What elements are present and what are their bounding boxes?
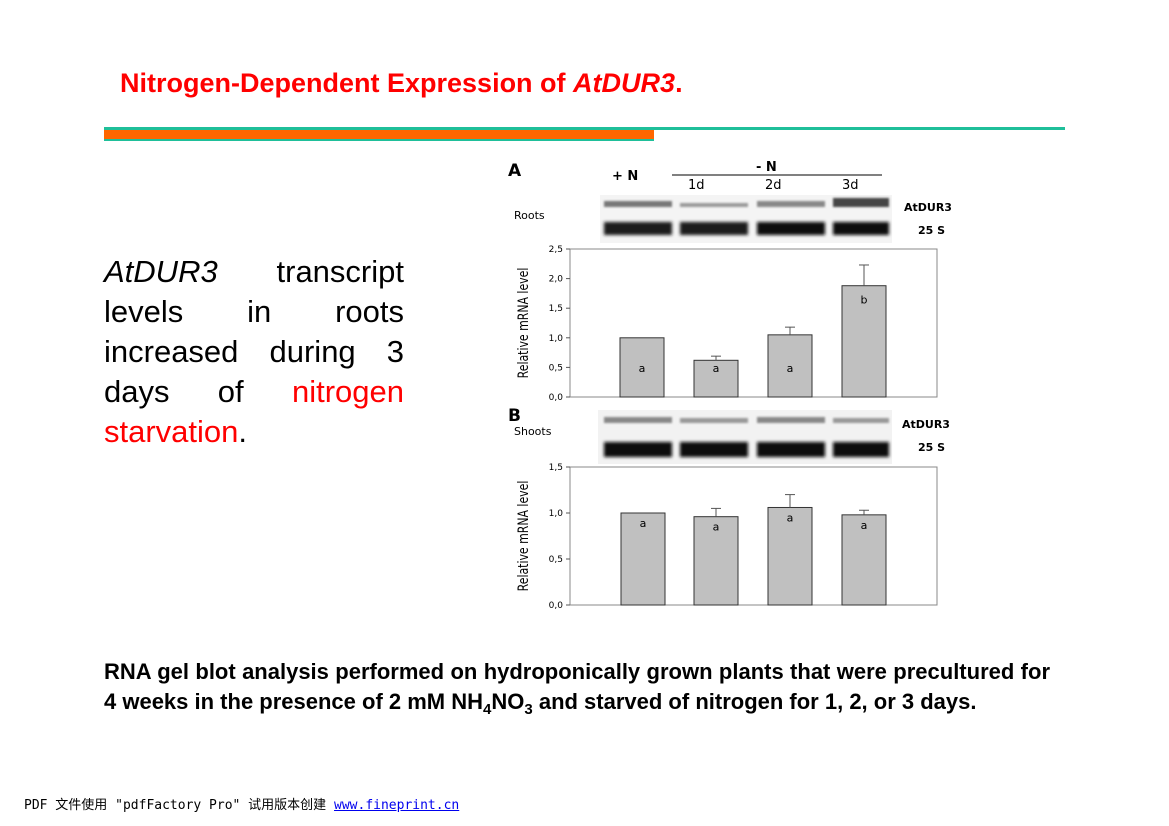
chart-b-ylabel: Relative mRNA level [515, 481, 532, 592]
chart-b-tick-label: 1,0 [549, 509, 564, 519]
panel-a-blot-label-25s: 25 S [918, 224, 945, 237]
panel-b-tissue: Shoots [514, 425, 552, 438]
chart-b-bar [767, 506, 813, 606]
title-rule-orange [104, 130, 654, 141]
chart-a-significance-letter: b [861, 294, 868, 307]
body-middle: transcript levels in roots increased dur… [104, 254, 404, 409]
title-gene: AtDUR3 [573, 68, 676, 98]
title-rule-teal [104, 127, 1065, 130]
header-plus-n: + N [612, 169, 638, 184]
chart-b-significance-letter: a [640, 517, 647, 530]
chart-a-significance-letter: a [713, 362, 720, 375]
northern-blot-figure: A + N - N 1d 2d 3d Roots AtDUR3 25 S 0,0… [508, 160, 952, 611]
title-prefix: Nitrogen-Dependent Expression of [120, 68, 574, 98]
chart-a-tick-label: 0,0 [549, 393, 564, 403]
panel-a-letter: A [508, 161, 522, 181]
panel-b-blot-label-atdur3: AtDUR3 [902, 418, 950, 431]
chart-b-tick-label: 0,0 [549, 601, 564, 611]
chart-a-significance-letter: a [787, 362, 794, 375]
panel-a-blot [600, 195, 892, 243]
chart-a-bar [693, 359, 739, 398]
chart-b-bar [841, 514, 887, 606]
chart-a-tick-label: 2,0 [549, 275, 564, 285]
chart-a-bar [619, 337, 665, 398]
pdf-footer: PDF 文件使用 "pdfFactory Pro" 试用版本创建 www.fin… [24, 794, 459, 813]
chart-b-significance-letter: a [861, 519, 868, 532]
panel-b-blot-label-25s: 25 S [918, 441, 945, 454]
body-text: AtDUR3 transcript levels in roots increa… [104, 252, 404, 452]
panel-b-blot [598, 410, 892, 464]
panel-b-chart: 0,0 0,5 1,0 1,5 Relative mRNA level a a a a [515, 463, 938, 611]
header-minus-n: - N [756, 160, 777, 175]
figure-caption: RNA gel blot analysis performed on hydro… [104, 657, 1050, 717]
lane-label-3d: 3d [842, 178, 859, 193]
panel-a-blot-label-atdur3: AtDUR3 [904, 201, 952, 214]
body-highlight: nitrogen starvation [104, 374, 404, 449]
chart-a-ylabel: Relative mRNA level [515, 268, 532, 379]
chart-a-tick-label: 2,5 [549, 245, 563, 255]
caption-part1: RNA gel blot analysis performed on hydro… [104, 659, 1050, 714]
chart-b-bar [620, 512, 666, 606]
chart-a-plot-frame [569, 248, 938, 398]
footer-link[interactable]: www.fineprint.cn [334, 798, 460, 813]
panel-a-chart: 0,0 0,5 1,0 1,5 2,0 2,5 Relative mRNA level a a a… [515, 245, 938, 403]
chart-a-tick-label: 0,5 [549, 363, 563, 373]
chart-b-significance-letter: a [713, 521, 720, 534]
chart-b-plot-frame [569, 466, 938, 606]
footer-text: PDF 文件使用 "pdfFactory Pro" 试用版本创建 [24, 798, 335, 813]
chart-a-significance-letter: a [639, 362, 646, 375]
slide-title: Nitrogen-Dependent Expression of AtDUR3. [120, 68, 683, 99]
chart-a-tick-label: 1,5 [549, 304, 563, 314]
caption-sub1: 4 [483, 701, 492, 718]
body-gene: AtDUR3 [104, 254, 218, 289]
lane-label-2d: 2d [765, 178, 782, 193]
lane-label-1d: 1d [688, 178, 705, 193]
chart-b-significance-letter: a [787, 511, 794, 524]
chart-b-bar [693, 516, 739, 606]
body-end: . [238, 414, 248, 449]
caption-part2: NO [491, 689, 525, 714]
chart-a-tick-label: 1,0 [549, 334, 564, 344]
panel-a-tissue: Roots [514, 209, 545, 222]
chart-a-bar [767, 334, 813, 398]
chart-b-tick-label: 0,5 [549, 555, 563, 565]
caption-part3: and starved of nitrogen for 1, 2, or 3 d… [532, 689, 977, 714]
caption-sub2: 3 [524, 701, 533, 718]
panel-b-letter: B [508, 406, 521, 426]
chart-b-tick-label: 1,5 [549, 463, 563, 473]
title-suffix: . [675, 68, 683, 98]
